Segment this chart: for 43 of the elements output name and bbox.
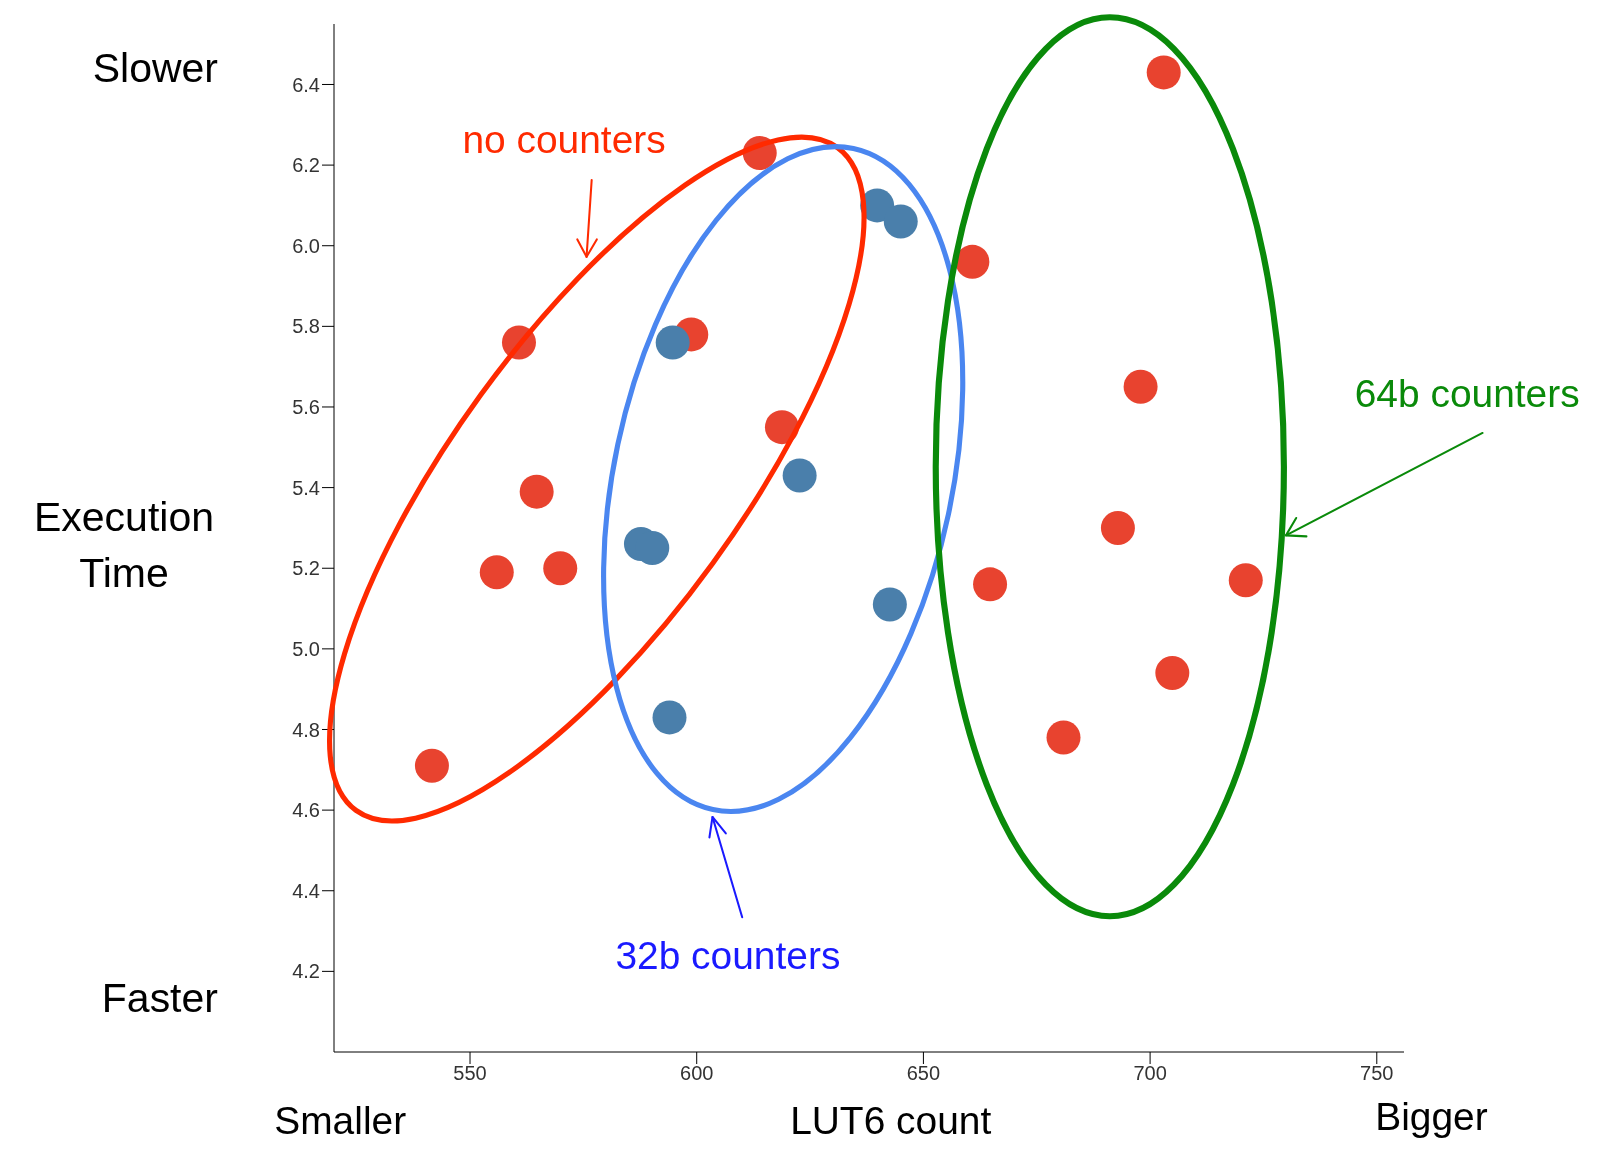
- y-tick-label: 5.2: [292, 557, 320, 580]
- annotation: 32b counters: [615, 933, 841, 977]
- text: Slower: [92, 45, 218, 92]
- annotation: 64b counters: [1354, 372, 1580, 416]
- point: [872, 587, 907, 622]
- point: [782, 458, 817, 493]
- x-tick-label: 550: [453, 1062, 487, 1085]
- point: [1146, 55, 1181, 90]
- y-tick-label: 4.4: [292, 879, 320, 902]
- x-tick-label: 750: [1360, 1062, 1394, 1085]
- x-axis-title: LUT6 count: [790, 1099, 992, 1143]
- point: [883, 204, 918, 239]
- y-tick-label: 6.0: [292, 234, 320, 257]
- point: [1228, 563, 1263, 598]
- text: Bigger: [1375, 1095, 1488, 1139]
- point: [955, 244, 990, 279]
- annotation: no counters: [462, 118, 666, 162]
- y-tick-label: 5.8: [292, 315, 320, 338]
- y-tick-label: 4.8: [292, 718, 320, 741]
- point: [652, 700, 687, 735]
- y-axis-title: Execution Time: [32, 493, 216, 599]
- point: [973, 567, 1008, 602]
- y-tick-label: 4.6: [292, 799, 320, 822]
- point: [519, 474, 554, 509]
- point: [414, 748, 449, 783]
- x-tick-label: 700: [1133, 1062, 1167, 1085]
- text: Smaller: [274, 1099, 407, 1143]
- text: Faster: [101, 975, 218, 1022]
- point: [655, 325, 690, 360]
- y-tick-label: 6.2: [292, 154, 320, 177]
- y-tick-label: 4.2: [292, 960, 320, 983]
- point: [1100, 510, 1135, 545]
- point: [543, 551, 578, 586]
- point: [479, 555, 514, 590]
- y-tick-label: 5.0: [292, 637, 320, 660]
- x-tick-label: 650: [906, 1062, 941, 1085]
- point: [1155, 656, 1190, 691]
- y-tick-label: 5.4: [292, 476, 320, 499]
- y-tick-label: 5.6: [292, 396, 320, 419]
- y-tick-label: 6.4: [292, 73, 320, 96]
- point: [1123, 369, 1158, 404]
- point: [1046, 720, 1081, 755]
- x-tick-label: 600: [680, 1062, 714, 1085]
